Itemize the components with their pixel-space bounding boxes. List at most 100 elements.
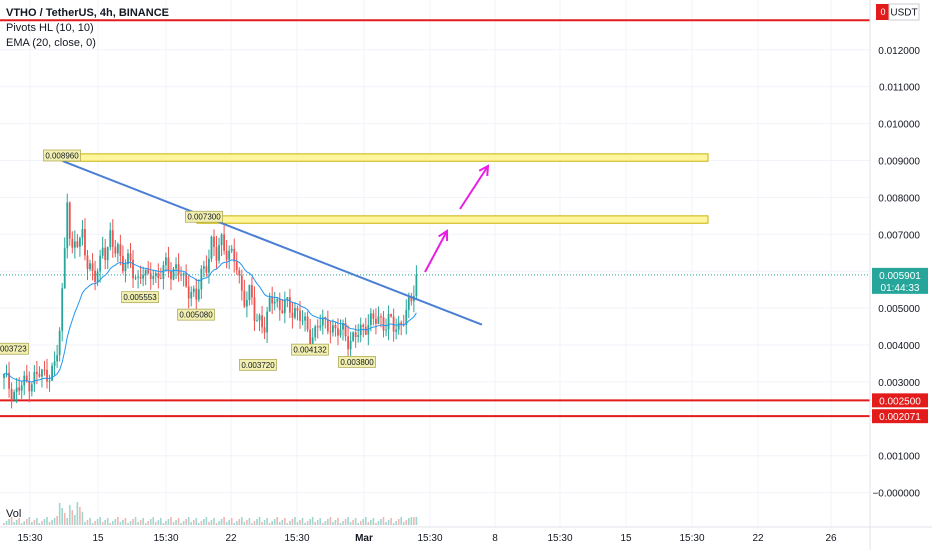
candle-body [202,266,205,269]
candle-body [177,264,180,275]
volume-bar [385,522,387,525]
volume-bar [81,512,84,525]
candle-body [187,286,190,299]
volume-bar [278,522,281,525]
ema-indicator-label[interactable]: EMA (20, close, 0) [6,37,96,49]
candle-body [111,230,114,247]
candle-body [185,273,188,287]
candle-body [20,385,23,391]
candle-body [101,247,104,256]
projection-arrow [459,165,489,210]
volume-label[interactable]: Vol [6,508,22,520]
volume-bar [99,517,101,525]
volume-bar [354,518,357,525]
candle-body [369,313,372,325]
time-tick-label: Mar [355,533,373,544]
candle-body [349,340,352,350]
candle-body [364,326,367,335]
candle-body [332,325,334,333]
candle-body [132,259,134,279]
volume-bar [18,518,20,525]
volume-bar [91,523,94,525]
resistance-zone [196,215,709,224]
time-tick-label: 15:30 [153,533,178,544]
currency-selector [888,3,920,21]
volume-bar [180,523,182,525]
volume-bar [357,523,359,525]
candle-body [200,268,203,290]
volume-bar [339,523,342,525]
time-tick-label: 15:30 [679,533,704,544]
volume-bar [162,523,165,525]
resistance-zone [61,153,709,162]
volume-bar [182,521,185,525]
candle-body [213,236,215,248]
candle-body [167,257,170,272]
volume-bar [215,523,218,525]
candle-body [192,288,195,293]
volume-bar [324,521,327,525]
volume-bar [413,517,415,525]
volume-bar [177,518,180,525]
currency-badge-marker [876,4,890,20]
candle-body [283,299,286,314]
volume-bar [142,518,144,525]
candle-body [337,328,339,336]
candle-body [233,248,236,262]
candle-body [142,274,145,279]
candle-body [354,332,357,337]
volume-bar [246,520,248,525]
volume-bar [15,520,18,525]
volume-bar [299,520,301,525]
volume-bar [321,523,324,525]
candle-body [33,371,36,385]
candle-body [218,245,220,261]
symbol-title[interactable]: VTHO / TetherUS, 4h, BINANCE [6,7,169,19]
volume-bar [329,517,332,525]
candle-body [30,384,33,392]
candle-body [321,317,324,326]
time-tick-label: 26 [825,533,837,544]
price-tick-label: 0.009000 [878,157,920,168]
candle-body [190,292,193,299]
pivot-label: 0.008960 [45,151,79,160]
volume-bar [392,523,395,525]
candle-body [134,277,137,279]
candle-body [8,372,10,389]
candle-body [182,273,185,276]
candle-body [127,253,129,265]
volume-bar [375,523,377,525]
price-tick-label: −0.000000 [872,489,920,500]
volume-bar [228,520,230,525]
candle-body [147,269,150,274]
candle-body [68,202,71,239]
candle-body [129,253,132,260]
pivot-label-box [0,342,29,355]
candle-body [159,278,162,280]
volume-bar [213,518,215,525]
volume-bar [405,520,408,525]
candle-body [326,319,329,332]
time-tick-label: 15:30 [547,533,572,544]
volume-bar [111,521,114,525]
candle-body [288,297,291,313]
volume-bar [38,523,41,525]
volume-bar [187,517,190,525]
volume-bar [408,518,410,525]
volume-bar [349,522,352,525]
candle-body [18,387,21,391]
candle-body [266,311,269,333]
candle-body [162,265,165,279]
volume-bar [192,520,195,525]
volume-bar [53,518,56,525]
candle-body [61,288,64,331]
candle-body [243,290,246,307]
price-tick-label: 0.012000 [878,46,920,57]
pivots-indicator-label[interactable]: Pivots HL (10, 10) [6,22,94,34]
volume-bar [66,518,69,525]
volume-bar [33,520,36,525]
candle-body [154,273,157,277]
volume-bar [144,523,147,525]
